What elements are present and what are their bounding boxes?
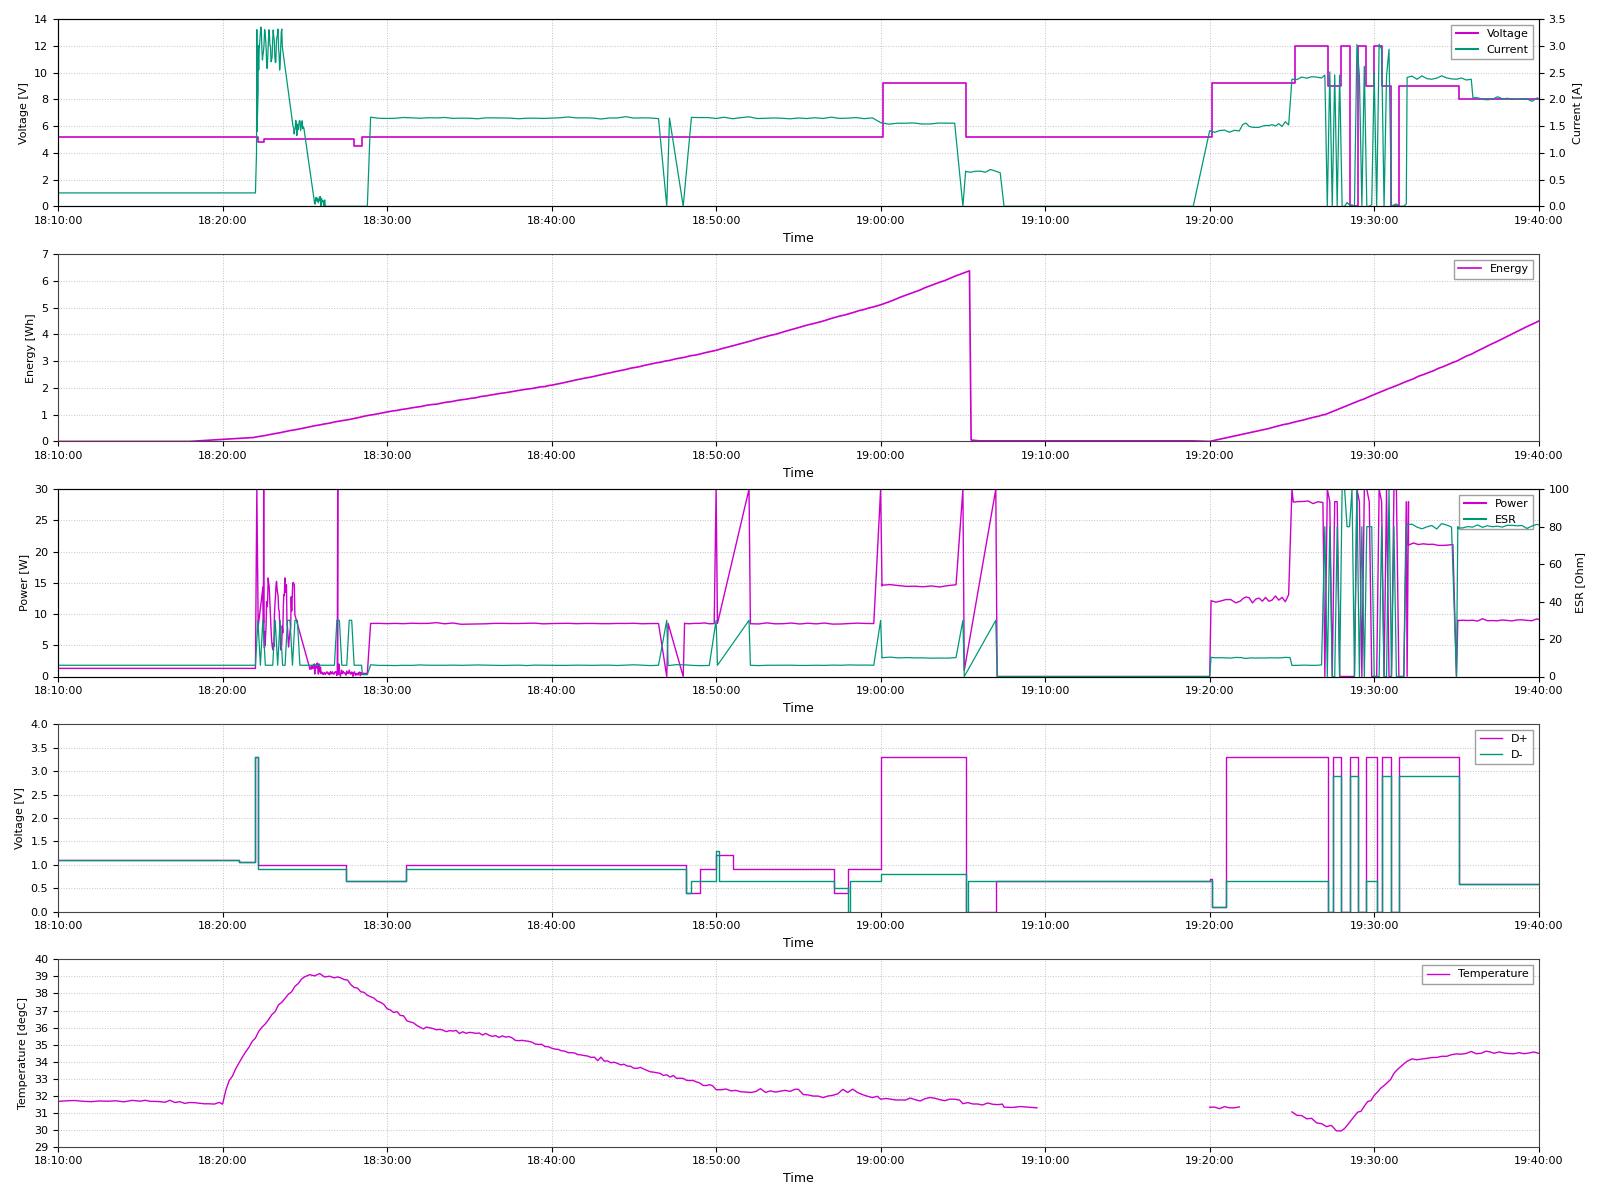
X-axis label: Time: Time — [782, 937, 814, 950]
Legend: Energy: Energy — [1454, 259, 1533, 278]
Y-axis label: Voltage [V]: Voltage [V] — [14, 787, 26, 848]
Legend: Temperature: Temperature — [1422, 965, 1533, 984]
Y-axis label: Temperature [degC]: Temperature [degC] — [19, 997, 29, 1109]
Y-axis label: ESR [Ohm]: ESR [Ohm] — [1574, 552, 1586, 613]
X-axis label: Time: Time — [782, 702, 814, 715]
Y-axis label: Current [A]: Current [A] — [1571, 82, 1582, 144]
Y-axis label: Voltage [V]: Voltage [V] — [19, 82, 29, 144]
X-axis label: Time: Time — [782, 232, 814, 245]
Legend: Power, ESR: Power, ESR — [1459, 494, 1533, 529]
Y-axis label: Energy [Wh]: Energy [Wh] — [26, 313, 35, 383]
X-axis label: Time: Time — [782, 467, 814, 480]
Y-axis label: Power [W]: Power [W] — [19, 554, 29, 612]
X-axis label: Time: Time — [782, 1172, 814, 1184]
Legend: Voltage, Current: Voltage, Current — [1451, 24, 1533, 59]
Legend: D+, D-: D+, D- — [1475, 730, 1533, 764]
